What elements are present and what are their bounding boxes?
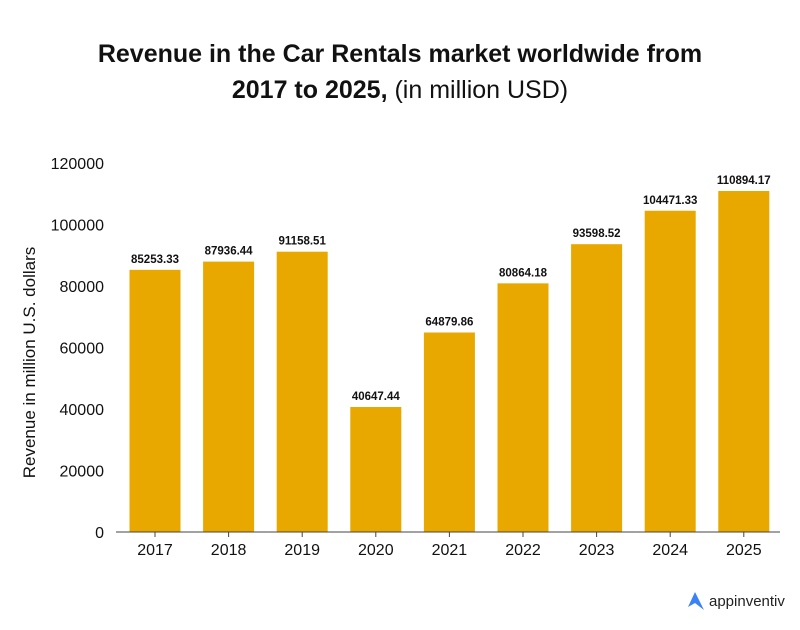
data-label: 64879.86 [425, 316, 473, 328]
title-line-2-normal: (in million USD) [387, 76, 569, 104]
x-tick-label: 2024 [652, 542, 688, 559]
x-tick-label: 2023 [579, 542, 615, 559]
bar-2017 [129, 269, 181, 532]
bar-2022 [497, 283, 549, 532]
x-tick-label: 2017 [137, 542, 173, 559]
brand-logo: appinventiv [684, 590, 785, 612]
data-label: 80864.18 [499, 267, 548, 279]
data-label: 91158.51 [279, 236, 327, 248]
x-tick-label: 2022 [505, 542, 541, 559]
bar-2019 [276, 251, 328, 533]
data-label: 110894.17 [717, 175, 771, 187]
x-tick-label: 2018 [211, 542, 247, 559]
y-tick-label: 40000 [60, 402, 105, 419]
bar-2020 [350, 407, 402, 532]
y-axis-label: Revenue in million U.S. dollars [20, 247, 39, 479]
title-line-2-bold: 2017 to 2025, [231, 76, 388, 104]
data-label: 104471.33 [643, 195, 697, 207]
bar-2018 [203, 261, 255, 532]
data-label: 85253.33 [131, 254, 179, 266]
x-tick-label: 2020 [358, 542, 394, 559]
appinventiv-logo-icon [688, 592, 704, 610]
y-tick-label: 20000 [60, 464, 105, 481]
x-tick-label: 2025 [726, 542, 762, 559]
bar-2023 [571, 244, 623, 532]
bar-2024 [644, 210, 696, 532]
data-label: 93598.52 [573, 228, 621, 240]
y-tick-label: 80000 [60, 279, 105, 296]
data-label: 40647.44 [352, 391, 401, 403]
x-tick-label: 2019 [284, 542, 320, 559]
bar-2025 [718, 191, 770, 532]
y-tick-label: 120000 [51, 156, 104, 173]
y-tick-label: 60000 [60, 341, 105, 358]
x-tick-label: 2021 [432, 542, 468, 559]
y-tick-label: 100000 [51, 218, 104, 235]
title-line-1: Revenue in the Car Rentals market worldw… [97, 40, 703, 68]
data-label: 87936.44 [205, 246, 254, 258]
chart-title: Revenue in the Car Rentals market worldw… [0, 36, 800, 108]
brand-name: appinventiv [709, 592, 785, 610]
bar-2021 [423, 332, 475, 532]
y-tick-label: 0 [95, 525, 104, 542]
